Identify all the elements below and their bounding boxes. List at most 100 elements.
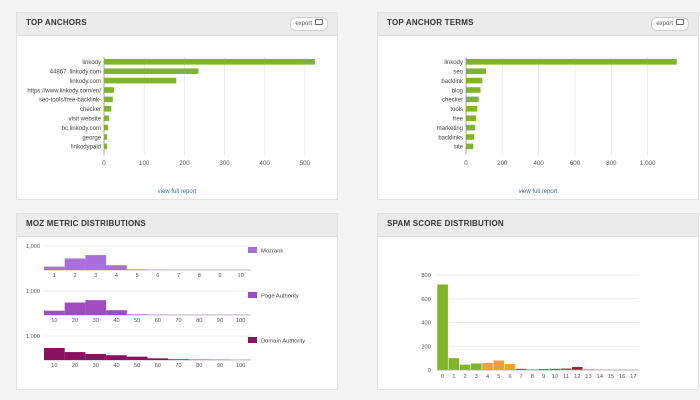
top-anchor-terms-chart: 0 200 400 600 800 1,000 linkody seo backlink blog… xyxy=(437,57,677,167)
y-tick-label: seo xyxy=(453,70,463,76)
bar xyxy=(104,106,112,112)
bar xyxy=(44,266,65,270)
y-tick-label: 1,000 xyxy=(26,334,40,340)
x-tick-label: 80 xyxy=(196,363,202,369)
x-tick-label: 40 xyxy=(113,318,119,324)
bar xyxy=(448,358,460,370)
bar xyxy=(466,124,476,131)
printer-icon xyxy=(315,19,323,25)
x-tick-label: 30 xyxy=(93,363,99,369)
bar xyxy=(466,87,481,93)
bar xyxy=(466,77,483,84)
y-tick-label: 1,000 xyxy=(26,289,40,295)
legend-swatch xyxy=(248,292,257,298)
bar xyxy=(466,106,478,112)
x-tick-label: 11 xyxy=(563,374,569,380)
bar xyxy=(104,68,199,74)
x-tick-label: 400 xyxy=(260,160,271,167)
x-tick-label: 40 xyxy=(113,363,119,369)
x-tick-label: 500 xyxy=(300,160,311,167)
bar xyxy=(104,143,108,150)
panel-header: TOP ANCHORS export xyxy=(17,13,337,36)
y-tick-label: 600 xyxy=(421,297,431,303)
bar xyxy=(104,96,113,103)
bar xyxy=(106,265,127,270)
bar xyxy=(571,367,583,370)
panel-header: MOZ METRIC DISTRIBUTIONS xyxy=(17,214,337,237)
y-tick-label: linkody.com xyxy=(70,79,101,85)
bar xyxy=(482,362,493,370)
spam-score-panel: SPAM SCORE DISTRIBUTION 0 200 400 600 800 0 1 2… xyxy=(377,213,699,390)
export-button[interactable]: export xyxy=(651,17,689,31)
y-tick-label: blog xyxy=(452,88,463,94)
bar xyxy=(44,310,65,315)
legend-label: Domain Authority xyxy=(261,338,305,344)
x-tick-label: 800 xyxy=(606,160,617,167)
x-tick-label: 8 xyxy=(198,273,201,279)
x-tick-label: 0 xyxy=(441,374,444,380)
bar xyxy=(466,96,479,103)
bar xyxy=(168,359,189,360)
bar xyxy=(466,68,486,74)
bar xyxy=(106,355,127,360)
bar xyxy=(549,368,561,370)
y-tick-label: linkody xyxy=(82,60,101,66)
y-tick-label: 400 xyxy=(421,321,431,327)
x-tick-label: 2 xyxy=(463,374,466,380)
panel-title: TOP ANCHORS xyxy=(26,18,87,27)
x-tick-label: 200 xyxy=(179,160,190,167)
x-tick-label: 6 xyxy=(156,273,159,279)
x-tick-label: 100 xyxy=(236,363,245,369)
export-button[interactable]: export xyxy=(290,17,328,31)
x-tick-label: 15 xyxy=(608,374,614,380)
x-tick-label: 30 xyxy=(93,318,99,324)
x-tick-label: 9 xyxy=(542,374,545,380)
bar xyxy=(466,134,475,140)
y-tick-label: 44867. linkody.com xyxy=(50,70,101,76)
bar xyxy=(126,269,148,270)
x-tick-label: 7 xyxy=(520,374,523,380)
view-full-report-link[interactable]: view full report xyxy=(157,189,197,195)
x-tick-label: 70 xyxy=(175,363,181,369)
moz-metric-chart: 1,000 1 2 3 4 5 6 7 8 9 10 Mozrank 1,000 10 20 30 40 50 60… xyxy=(26,244,305,369)
x-tick-label: 8 xyxy=(531,374,534,380)
x-tick-label: 6 xyxy=(508,374,511,380)
x-tick-label: 60 xyxy=(155,318,161,324)
y-tick-label: 0 xyxy=(428,368,431,374)
x-tick-label: 100 xyxy=(236,318,245,324)
y-tick-label: linkodypaid xyxy=(71,145,101,151)
bar xyxy=(104,87,115,93)
x-tick-label: 50 xyxy=(134,318,140,324)
x-tick-label: 3 xyxy=(94,273,97,279)
y-tick-label: site xyxy=(454,145,464,151)
bar xyxy=(64,258,86,270)
legend-swatch xyxy=(248,247,257,253)
bar xyxy=(85,255,107,270)
x-tick-label: 10 xyxy=(51,318,57,324)
panel-title: MOZ METRIC DISTRIBUTIONS xyxy=(26,219,146,228)
bar xyxy=(538,369,549,370)
x-tick-label: 10 xyxy=(51,363,57,369)
legend-label: Page Authority xyxy=(261,293,299,299)
x-tick-label: 12 xyxy=(574,374,580,380)
x-tick-label: 5 xyxy=(497,374,500,380)
bar xyxy=(85,300,107,315)
bar xyxy=(515,368,527,370)
view-full-report-link[interactable]: view full report xyxy=(518,189,558,195)
moz-metric-panel: MOZ METRIC DISTRIBUTIONS 1,000 1 2 3 4 5 6 7 8 9 1… xyxy=(16,213,338,390)
x-tick-label: 0 xyxy=(102,160,106,167)
bar xyxy=(459,364,471,370)
x-tick-label: 70 xyxy=(175,318,181,324)
x-tick-label: 10 xyxy=(238,273,244,279)
x-tick-label: 2 xyxy=(73,273,76,279)
x-tick-label: 400 xyxy=(534,160,545,167)
x-tick-label: 3 xyxy=(475,374,478,380)
x-tick-label: 600 xyxy=(570,160,581,167)
panel-title: SPAM SCORE DISTRIBUTION xyxy=(387,219,504,228)
y-tick-label: 200 xyxy=(421,344,431,350)
bar xyxy=(470,363,482,370)
y-tick-label: 1,000 xyxy=(26,244,40,250)
x-tick-label: 90 xyxy=(217,363,223,369)
x-tick-label: 100 xyxy=(139,160,150,167)
